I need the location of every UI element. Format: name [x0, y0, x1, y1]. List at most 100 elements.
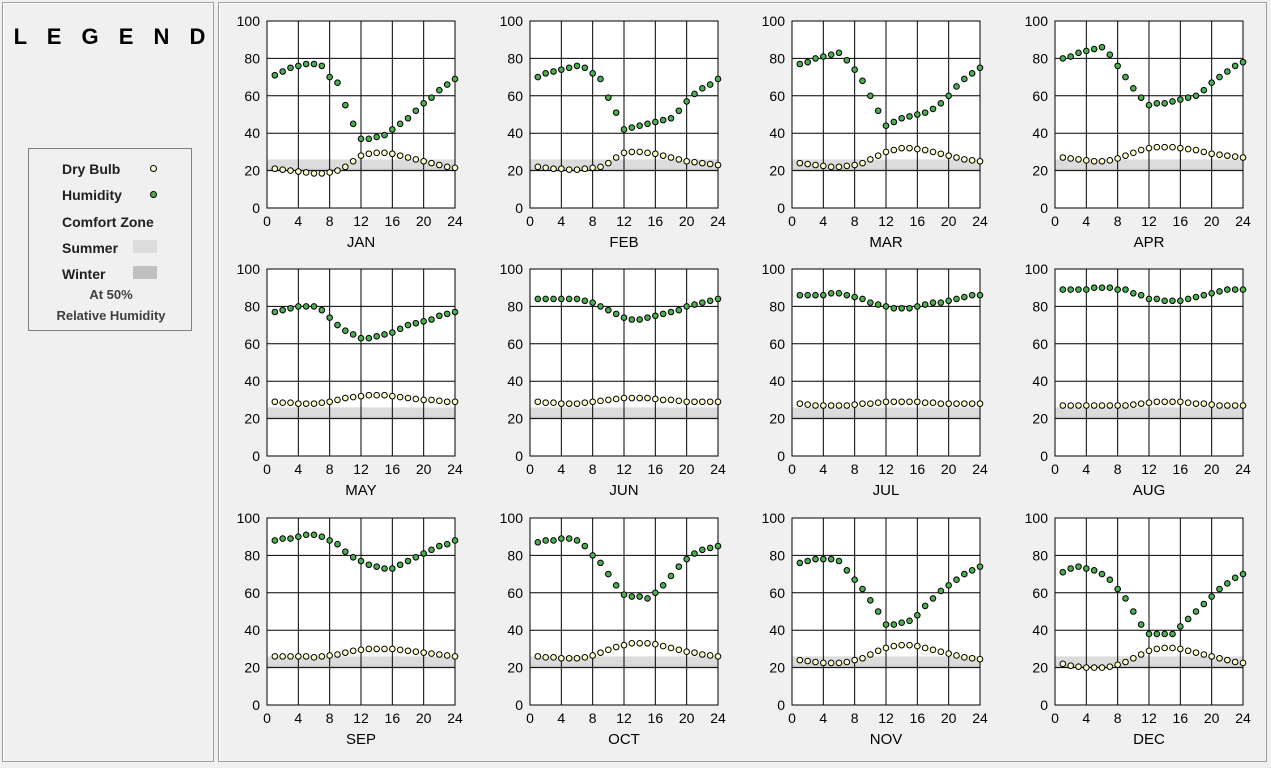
month-label: NOV	[870, 731, 903, 748]
humidity-point	[389, 126, 396, 133]
humidity-point	[389, 329, 396, 336]
x-tick-label: 4	[294, 710, 302, 726]
dry-bulb-point	[550, 654, 557, 661]
humidity-point	[890, 304, 898, 312]
humidity-point	[667, 308, 675, 316]
dry-bulb-point	[1161, 644, 1168, 652]
dry-bulb-point	[827, 402, 835, 409]
dry-bulb-point	[929, 646, 937, 654]
humidity-point	[381, 131, 388, 139]
chart-jan: 0 20 40 60 80 100 0 4 8 12 16 20 24 JAN	[237, 13, 463, 251]
humidity-point	[1224, 68, 1231, 75]
humidity-point	[605, 94, 612, 101]
humidity-point	[373, 563, 380, 570]
x-tick-label: 8	[589, 710, 597, 726]
y-tick-label: 20	[507, 411, 523, 427]
dry-bulb-point	[921, 146, 929, 154]
humidity-point	[1083, 565, 1090, 572]
humidity-point	[605, 570, 612, 578]
dry-bulb-point	[921, 644, 929, 652]
y-tick-label: 60	[244, 88, 260, 104]
dry-bulb-point	[945, 400, 952, 407]
humidity-point	[1200, 600, 1208, 608]
humidity-point	[1059, 568, 1067, 576]
x-tick-label: 24	[710, 213, 726, 229]
dry-bulb-point	[1169, 644, 1176, 652]
dry-bulb-point	[420, 396, 427, 404]
humidity-point	[1161, 297, 1168, 305]
humidity-point	[1184, 295, 1192, 303]
humidity-point	[835, 290, 843, 297]
humidity-point	[691, 550, 698, 557]
dry-bulb-point	[1145, 144, 1153, 152]
humidity-point	[945, 297, 952, 305]
dry-bulb-point	[381, 645, 388, 653]
humidity-point	[1239, 570, 1247, 578]
dry-bulb-point	[396, 152, 404, 159]
dry-bulb-point	[558, 165, 565, 173]
dry-bulb-point	[287, 167, 294, 174]
humidity-point	[1239, 286, 1247, 293]
winter-swatch	[133, 266, 157, 279]
dry-bulb-point	[295, 400, 302, 407]
humidity-point	[443, 540, 451, 548]
dry-bulb-point	[851, 401, 858, 408]
legend-dry-bulb-label: Dry Bulb	[62, 161, 121, 177]
humidity-point	[412, 319, 420, 327]
dry-bulb-point	[812, 161, 819, 169]
dry-bulb-point	[365, 645, 373, 653]
dry-bulb-point	[1208, 653, 1215, 660]
dry-bulb-point	[436, 397, 443, 405]
dry-bulb-point	[1106, 663, 1114, 670]
humidity-point	[295, 303, 302, 310]
humidity-point	[1106, 51, 1114, 58]
x-tick-label: 4	[819, 710, 827, 726]
dry-bulb-point	[295, 168, 302, 175]
humidity-point	[1130, 290, 1137, 297]
humidity-point	[921, 602, 929, 610]
dry-bulb-point	[968, 157, 976, 164]
y-tick-label: 0	[777, 448, 785, 464]
humidity-point	[859, 585, 866, 593]
humidity-point	[573, 62, 581, 70]
y-tick-label: 40	[1032, 373, 1048, 389]
y-tick-label: 80	[507, 298, 523, 314]
month-label: AUG	[1133, 482, 1166, 499]
dry-bulb-point	[628, 148, 636, 156]
humidity-point	[542, 537, 549, 544]
humidity-point	[1153, 630, 1161, 638]
dry-bulb-point	[683, 648, 690, 656]
x-tick-label: 20	[1204, 710, 1220, 726]
dry-bulb-point	[843, 402, 851, 409]
y-tick-label: 60	[507, 336, 523, 352]
dry-bulb-point	[906, 144, 913, 152]
x-tick-label: 0	[526, 461, 534, 477]
dry-bulb-point	[1083, 664, 1090, 671]
humidity-point	[906, 617, 913, 625]
humidity-point	[279, 306, 286, 314]
y-tick-label: 0	[1040, 200, 1048, 216]
humidity-point	[1161, 99, 1168, 107]
dry-bulb-point	[874, 647, 882, 655]
month-label: JUL	[873, 482, 900, 499]
dry-bulb-point	[365, 150, 373, 158]
dry-bulb-point	[636, 394, 643, 402]
humidity-point	[867, 596, 874, 604]
humidity-point	[851, 293, 858, 301]
humidity-point	[1122, 73, 1129, 81]
dry-bulb-point	[396, 393, 404, 401]
humidity-point	[1177, 623, 1184, 630]
month-label: DEC	[1133, 731, 1165, 748]
plot-border	[266, 268, 456, 457]
humidity-point	[1075, 563, 1082, 570]
dry-bulb-point	[443, 163, 451, 171]
humidity-point	[659, 116, 667, 124]
dry-bulb-point	[605, 646, 612, 654]
dry-bulb-point	[334, 396, 341, 404]
dry-bulb-point	[381, 391, 388, 399]
x-tick-label: 12	[353, 461, 369, 477]
humidity-point	[714, 542, 722, 550]
dry-bulb-point	[1216, 151, 1223, 159]
humidity-point	[589, 70, 596, 77]
dry-bulb-point	[937, 648, 945, 656]
